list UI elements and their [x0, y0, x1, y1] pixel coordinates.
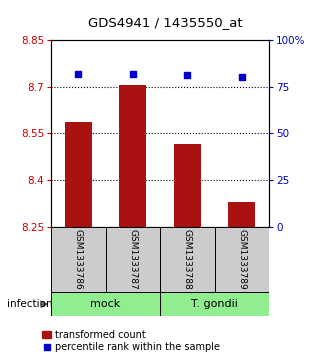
Text: infection: infection: [7, 299, 52, 309]
Point: [185, 73, 190, 78]
Bar: [160, 292, 269, 316]
Bar: [106, 227, 160, 292]
Bar: [65, 122, 92, 227]
Text: T. gondii: T. gondii: [191, 299, 238, 309]
Bar: [160, 227, 214, 292]
Text: GSM1333788: GSM1333788: [183, 229, 192, 290]
Bar: [228, 202, 255, 227]
Point: [239, 74, 244, 80]
Text: mock: mock: [90, 299, 121, 309]
Text: GSM1333787: GSM1333787: [128, 229, 137, 290]
Bar: [214, 227, 269, 292]
Legend: transformed count, percentile rank within the sample: transformed count, percentile rank withi…: [38, 326, 224, 356]
Bar: [174, 144, 201, 227]
Bar: [51, 292, 160, 316]
Point: [130, 71, 136, 77]
Text: GDS4941 / 1435550_at: GDS4941 / 1435550_at: [88, 16, 242, 29]
Bar: [119, 85, 147, 227]
Text: GSM1333789: GSM1333789: [237, 229, 246, 290]
Text: GSM1333786: GSM1333786: [74, 229, 83, 290]
Point: [76, 71, 81, 77]
Bar: [51, 227, 106, 292]
